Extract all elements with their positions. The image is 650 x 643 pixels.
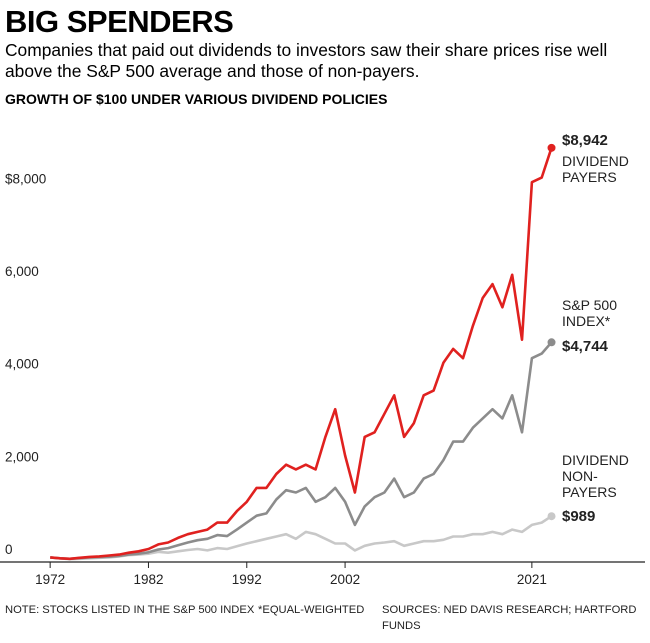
end-dot: [547, 143, 556, 152]
chart-title: GROWTH OF $100 UNDER VARIOUS DIVIDEND PO…: [5, 91, 388, 107]
footnote: NOTE: STOCKS LISTED IN THE S&P 500 INDEX: [5, 604, 255, 616]
series-line: [50, 147, 553, 561]
x-tick-label: 1982: [133, 572, 163, 587]
series-name: DIVIDEND PAYERS: [562, 153, 629, 185]
series-name: DIVIDEND NON-PAYERS: [562, 452, 629, 500]
end-value: $4,744: [562, 338, 608, 355]
y-tick-label: 4,000: [5, 357, 39, 372]
x-tick-label: 2002: [330, 572, 360, 587]
y-tick-label: 0: [5, 542, 13, 557]
y-tick-label: $8,000: [5, 171, 46, 186]
end-value: $8,942: [562, 132, 608, 149]
footnote: SOURCES: NED DAVIS RESEARCH; HARTFORD FU…: [382, 604, 637, 632]
end-value: $989: [562, 508, 596, 525]
title: BIG SPENDERS: [5, 4, 234, 39]
x-tick-label: 2021: [517, 572, 547, 587]
y-tick-label: 6,000: [5, 264, 39, 279]
end-dot: [547, 512, 556, 521]
x-tick-label: 1972: [35, 572, 65, 587]
subtitle: Companies that paid out dividends to inv…: [5, 40, 608, 81]
footnote: *EQUAL-WEIGHTED: [258, 604, 365, 616]
header: BIG SPENDERS Companies that paid out div…: [5, 4, 645, 107]
x-tick-label: 1992: [232, 572, 262, 587]
end-dot: [547, 338, 556, 347]
series-line: [50, 341, 553, 561]
y-tick-label: 2,000: [5, 449, 39, 464]
series-name: S&P 500 INDEX*: [562, 297, 618, 329]
